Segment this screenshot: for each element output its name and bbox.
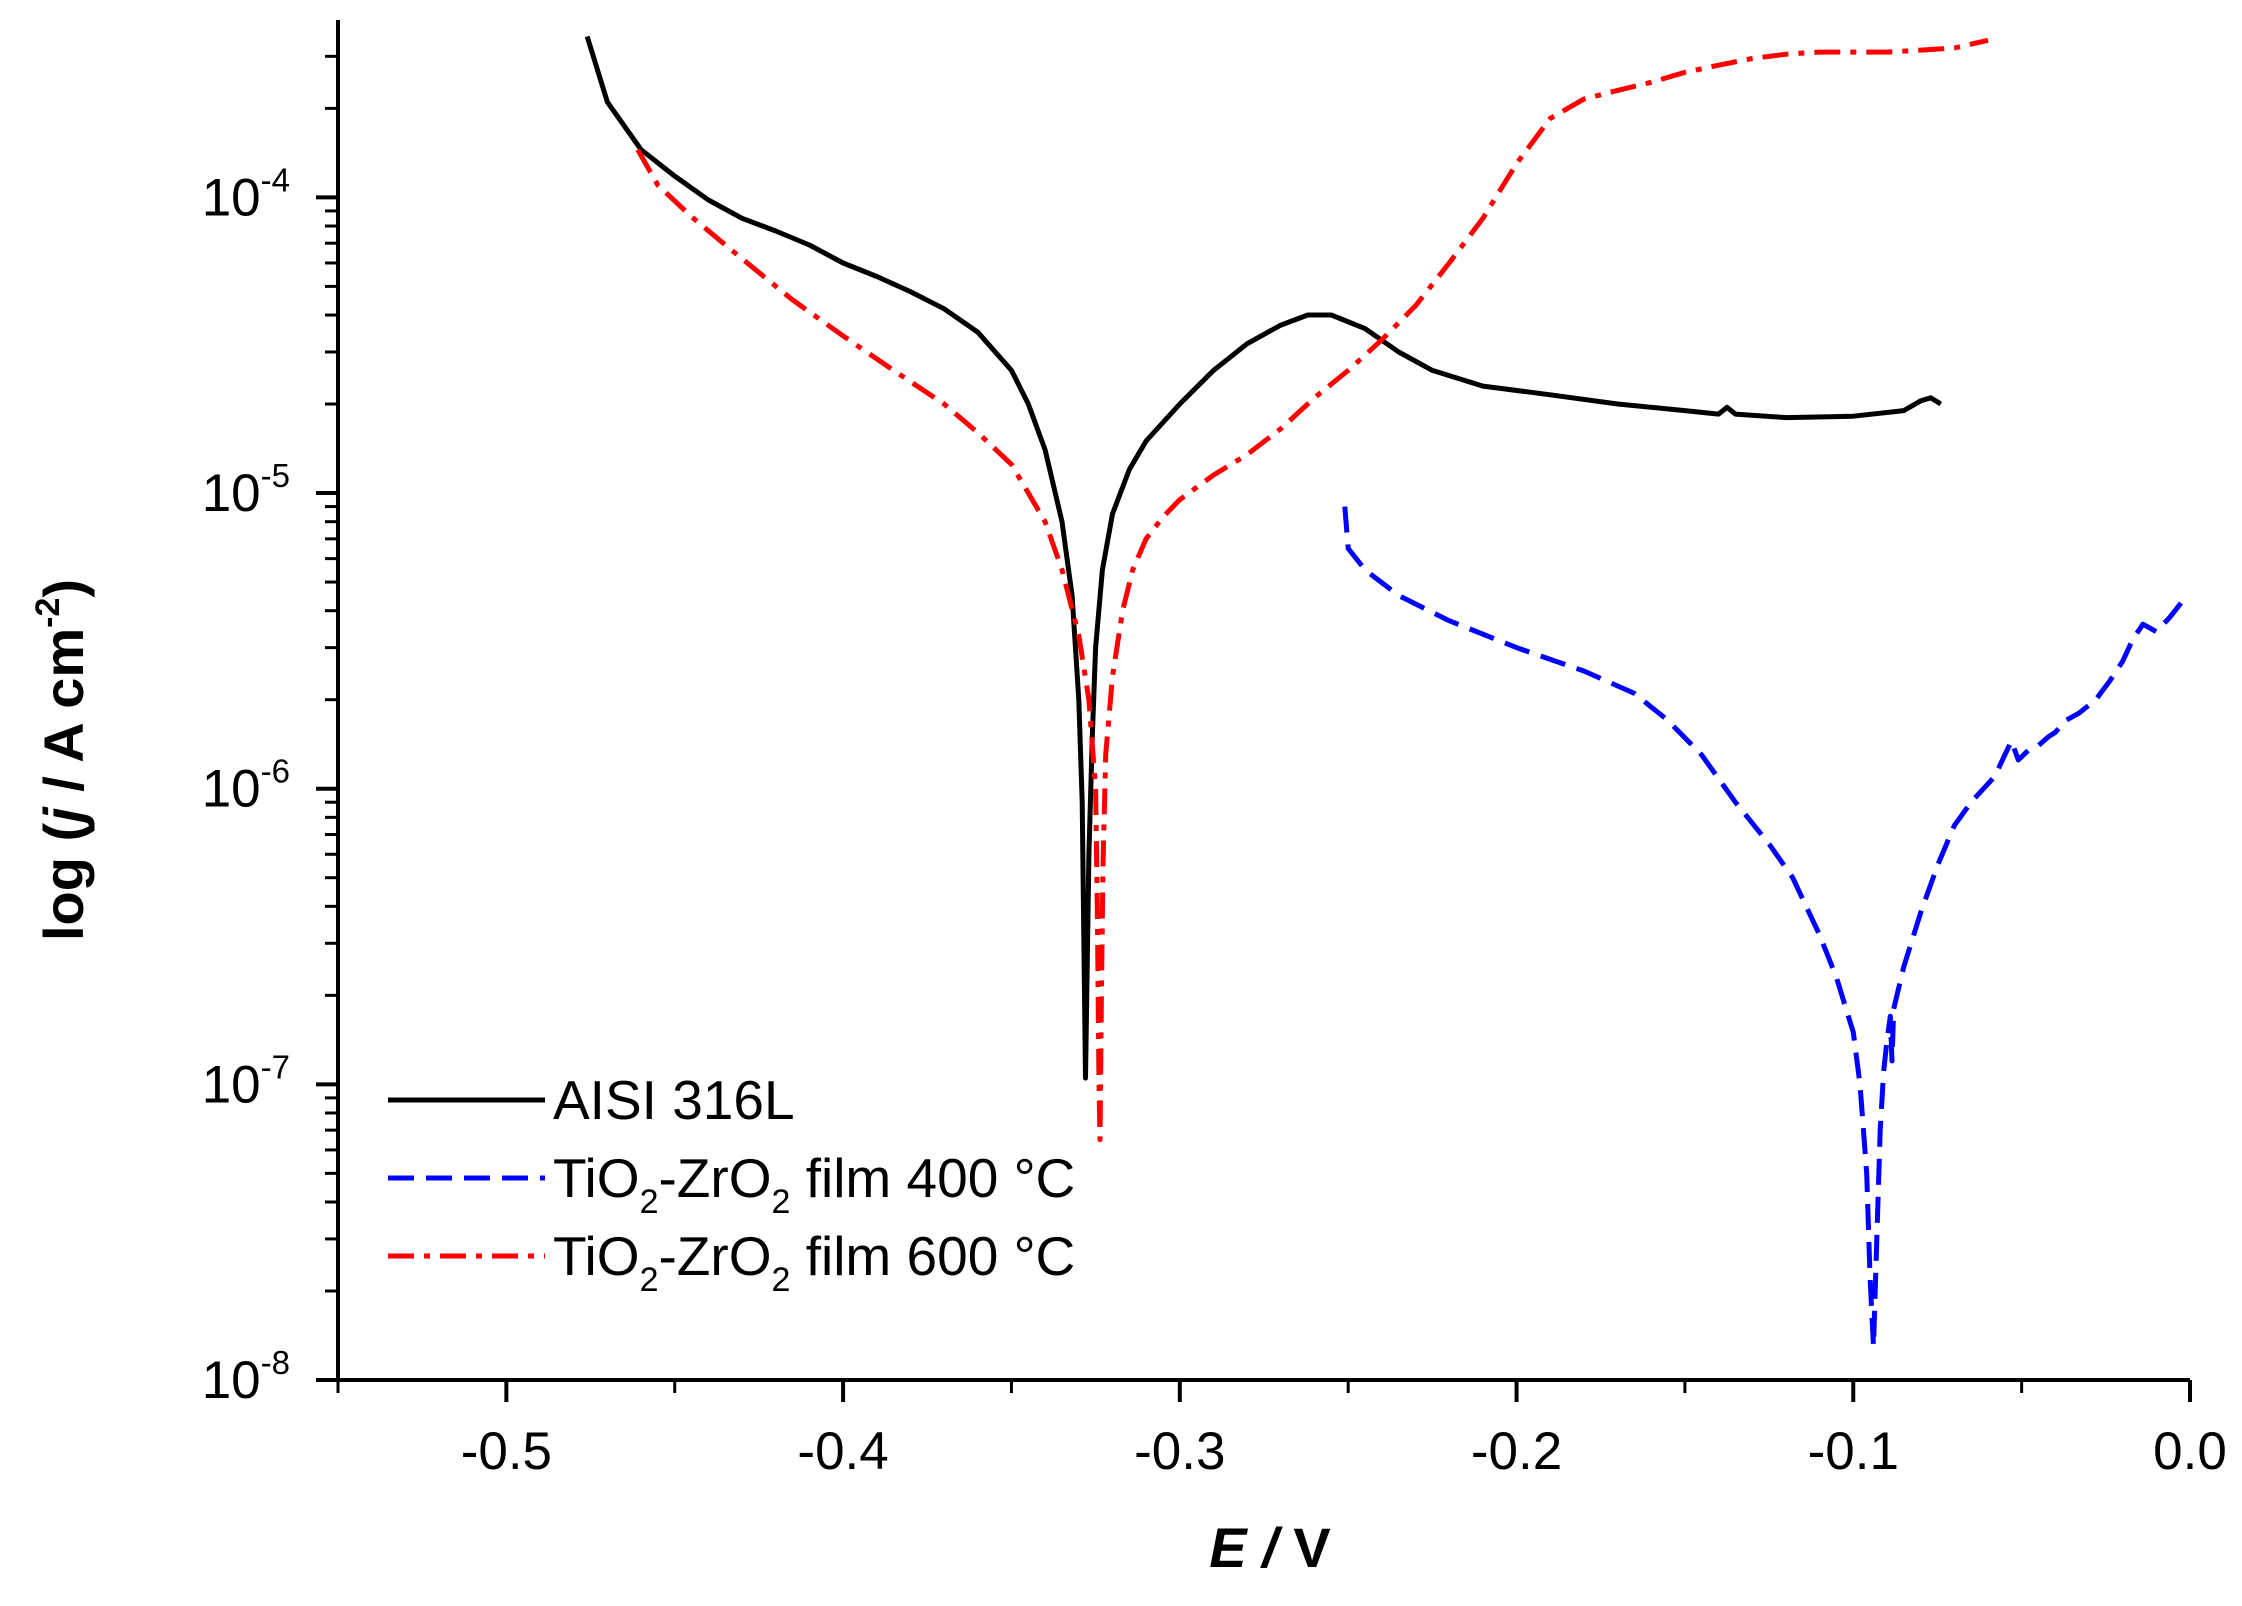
x-tick-label: -0.3 <box>1134 1422 1225 1481</box>
axes <box>336 20 2190 1382</box>
data-series <box>584 35 2189 1349</box>
x-tick-label: 0.0 <box>2153 1422 2227 1481</box>
series-line-2 <box>1342 506 2189 1349</box>
y-tick-label: 10-8 <box>202 1344 290 1410</box>
x-axis-title-unit: V <box>1293 1516 1330 1579</box>
x-axis-title: E / V <box>1209 1516 1330 1579</box>
series-line-1 <box>584 35 1943 1081</box>
x-tick-label: -0.2 <box>1471 1422 1562 1481</box>
series-line-3 <box>635 37 1989 1143</box>
y-axis-title-suffix: ) <box>32 579 95 598</box>
y-tick-label: 10-7 <box>202 1048 290 1114</box>
minor-ticks <box>325 54 2024 1393</box>
y-axis-title-sep: / A cm <box>32 628 95 807</box>
legend: AISI 316L TiO2-ZrO2 film 400 °CTiO2-ZrO2 … <box>388 1069 1075 1299</box>
x-axis-title-sep: / <box>1247 1516 1294 1579</box>
y-tick-label: 10-6 <box>202 753 290 819</box>
y-tick-label: 10-4 <box>202 161 290 227</box>
x-tick-label: -0.1 <box>1808 1422 1899 1481</box>
x-axis-title-var: E <box>1209 1516 1248 1579</box>
major-ticks <box>316 195 2192 1402</box>
legend-label-1: AISI 316L <box>553 1069 795 1131</box>
legend-label-3: TiO2-ZrO2 film 600 °C <box>553 1225 1075 1299</box>
y-axis-title-prefix: log ( <box>32 823 95 942</box>
y-axis-title: log (j / A cm-2) <box>29 579 95 941</box>
y-axis-title-sup: -2 <box>29 598 67 628</box>
x-tick-label: -0.4 <box>797 1422 888 1481</box>
x-tick-label: -0.5 <box>461 1422 552 1481</box>
tick-labels: -0.5 -0.4 -0.3 -0.2 -0.1 0.0 10-8 10-7 10-6 10-5 1… <box>202 161 2227 1481</box>
legend-label-2: TiO2-ZrO2 film 400 °C <box>553 1147 1075 1221</box>
y-tick-label: 10-5 <box>202 457 290 523</box>
